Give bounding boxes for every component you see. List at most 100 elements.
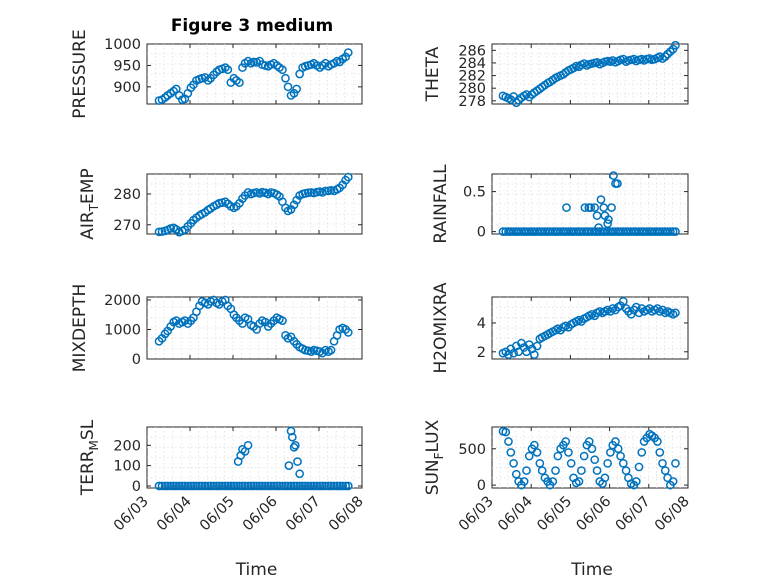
pressure-data-point [223,65,233,75]
sun-flux-data-point [613,444,623,454]
terr-msl-data-point [324,481,333,491]
pressure-data-point [169,86,179,96]
sun-flux-data-point [653,437,662,446]
mixdepth-series [154,295,353,358]
terr-msl-data-point [295,481,304,491]
sun-flux-data-point [621,466,631,475]
terr-msl-series [154,426,353,491]
air-temp-plot-area [146,173,363,235]
rainfall-data-point [613,179,622,188]
terr-msl-data-point [338,481,347,491]
h2omixra-data-point [626,309,636,319]
rainfall-ytick-label: 0 [477,225,486,241]
rainfall-data-point [562,203,571,212]
terr-msl-data-point [169,481,179,491]
sun-flux-data-point [655,448,665,457]
sun-flux-data-point [537,466,547,475]
terr-msl-data-point [246,481,256,491]
terr-msl-data-point [214,481,224,491]
h2omixra-data-point [532,341,542,351]
air-temp-data-point [220,197,230,207]
rainfall-data-point [603,219,612,228]
theta-ytick-label: 286 [458,43,486,59]
terr-msl-data-point [275,481,284,491]
sun-flux-data-point [564,448,573,457]
terr-msl-data-point [318,481,327,491]
terr-msl-data-point [298,481,308,491]
sun-flux-data-point [634,462,644,472]
mixdepth-data-point [343,328,353,337]
terr-msl-data-point [209,481,218,491]
terr-msl-data-point [217,481,227,491]
pressure-data-point [220,63,230,72]
h2omixra-ylabel: H2OMIXRA [431,282,451,373]
air-temp-ytick-label: 270 [113,218,141,234]
h2omixra-data-point [517,338,526,348]
sun-flux-ytick-label: 500 [458,442,486,458]
air-temp-ylabel: AIRTEMP [78,168,101,239]
rainfall-data-point [609,171,618,180]
terr-msl-data-point [303,481,313,491]
h2omixra-data-point [634,308,644,318]
pressure-ytick-label: 950 [113,58,141,74]
theta-data-point [511,98,521,108]
sun-flux-data-point [616,451,625,461]
pressure-data-point [289,88,299,98]
h2omixra-ytick-label: 2 [477,345,486,361]
terr-msl-xlabel: Time [235,560,278,580]
h2omixra-series [498,296,680,360]
air-temp-series [154,172,353,237]
sun-flux-data-point [548,477,558,486]
terr-msl-data-point [206,481,215,491]
sun-flux-data-point [509,458,518,468]
sun-flux-data-point [671,458,680,468]
mixdepth-ytick-label: 0 [132,352,141,368]
terr-msl-data-point [263,481,273,491]
rainfall-axes: 0 0.5 RAINFALL [431,164,689,244]
rainfall-data-point [604,215,613,224]
terr-msl-data-point [266,481,276,491]
theta-ytick-label: 282 [458,69,486,85]
terr-msl-data-point [335,481,344,491]
terr-msl-data-point [157,481,167,491]
theta-data-point [660,52,670,61]
air-temp-data-point [154,227,164,237]
terr-msl-data-point [240,481,250,491]
sun-flux-data-point [524,451,534,461]
terr-msl-data-point [183,481,193,491]
terr-msl-data-point [272,481,282,491]
air-temp-data-point [303,188,313,198]
pressure-data-point [341,52,351,62]
sun-flux-data-point [551,466,560,475]
sun-flux-data-point [532,448,542,457]
h2omixra-ytick-label: 4 [477,316,486,332]
terr-msl-data-point [229,481,239,491]
terr-msl-data-point [309,481,319,491]
rainfall-data-point [671,227,680,236]
terr-msl-data-point [200,481,210,491]
pressure-data-point [203,76,213,85]
sun-flux-ytick-label: 0 [477,478,486,494]
air-temp-ytick-label: 280 [113,187,141,203]
terr-msl-data-point [326,481,336,491]
rainfall-data-point [596,195,606,204]
pressure-data-point [283,82,293,92]
terr-msl-data-point [329,481,339,491]
sun-flux-data-point [519,477,529,486]
air-temp-data-point [289,200,299,210]
sun-flux-data-point [506,448,516,457]
sun-flux-data-point [668,477,678,486]
sun-flux-data-point [511,469,521,479]
theta-series [498,40,680,108]
theta-ytick-label: 278 [458,94,486,110]
terr-msl-data-point [341,481,351,491]
mixdepth-data-point [278,316,287,325]
terr-msl-ytick-label: 200 [113,438,141,454]
pressure-data-point [160,93,170,102]
pressure-data-point [292,84,301,94]
h2omixra-data-point [529,350,539,360]
rainfall-ylabel: RAINFALL [431,164,451,244]
sun-flux-data-point [587,444,597,454]
terr-msl-data-point [292,481,301,491]
